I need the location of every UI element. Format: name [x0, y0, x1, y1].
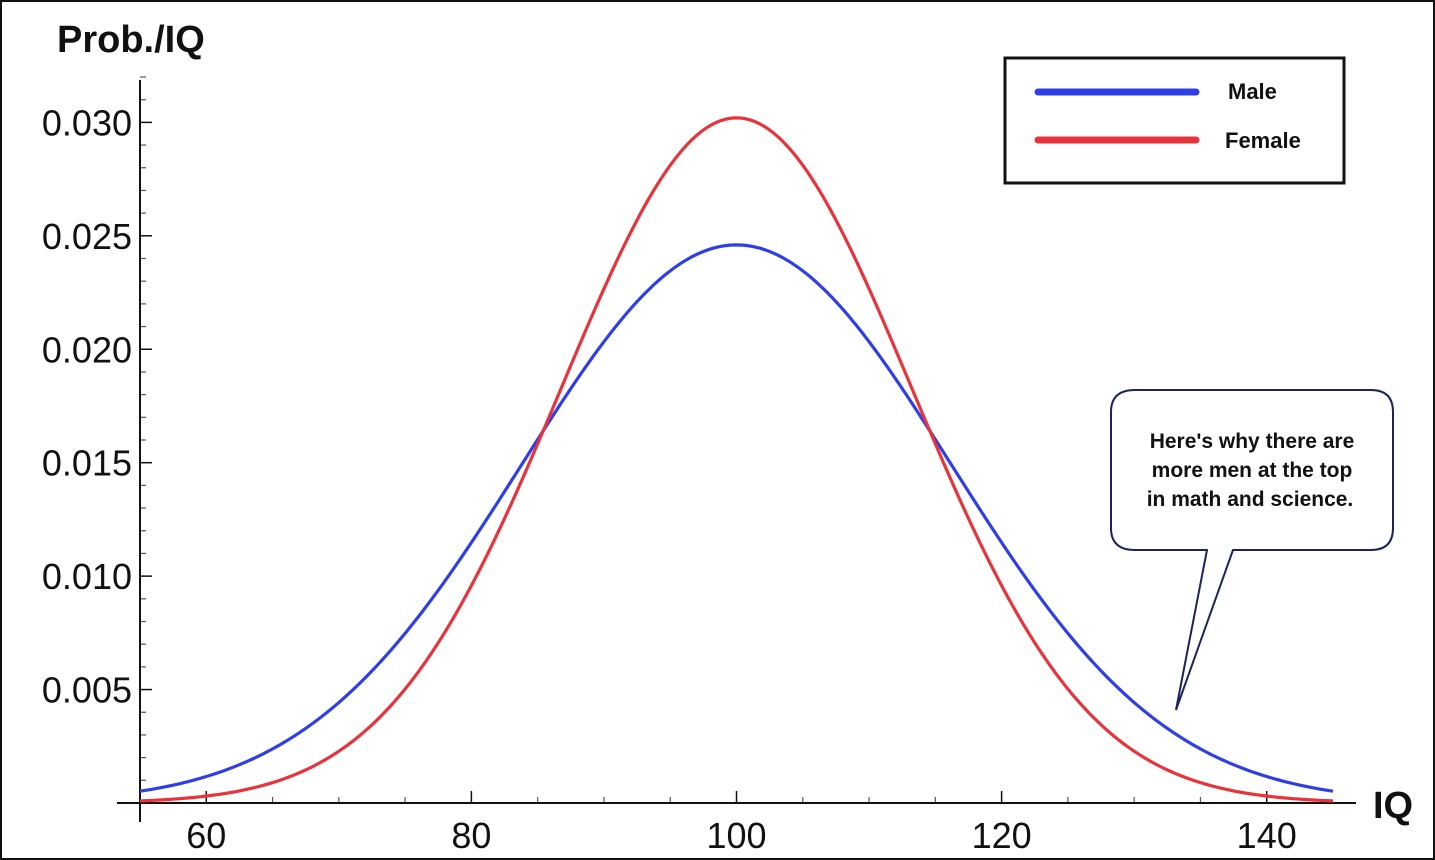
x-tick-label: 80: [451, 815, 491, 856]
y-axis-ticks: 0.005 0.010 0.015 0.020 0.025 0.030: [42, 102, 152, 711]
y-tick-label: 0.005: [42, 670, 132, 711]
series-line-male: [139, 243, 1334, 793]
y-tick-label: 0.025: [42, 216, 132, 257]
x-tick-label: 140: [1237, 815, 1297, 856]
x-tick-label: 120: [972, 815, 1032, 856]
legend: Male Female: [1003, 56, 1346, 185]
x-tick-label: 100: [706, 815, 766, 856]
callout-line-1: Here's why there are: [1150, 430, 1355, 453]
legend-label-female: Female: [1225, 128, 1301, 153]
y-tick-label: 0.015: [42, 443, 132, 484]
x-axis-ticks: 60 80 100 120 140: [186, 791, 1297, 856]
y-tick-label: 0.030: [42, 102, 132, 143]
y-tick-label: 0.010: [42, 556, 132, 597]
callout: Here's why there are more men at the top…: [1110, 389, 1394, 711]
legend-label-male: Male: [1228, 79, 1277, 104]
x-tick-label: 60: [186, 815, 226, 856]
x-axis-title: IQ: [1373, 785, 1413, 827]
series-group: [139, 116, 1334, 803]
y-axis-title: Prob./IQ: [57, 19, 205, 61]
y-tick-label: 0.020: [42, 329, 132, 370]
callout-line-2: more men at the top: [1152, 459, 1353, 482]
legend-box: [1003, 56, 1346, 185]
callout-bubble: [1110, 389, 1394, 711]
series-line-female: [139, 116, 1334, 803]
callout-line-3: in math and science.: [1147, 488, 1354, 511]
minor-ticks: [140, 76, 1202, 803]
